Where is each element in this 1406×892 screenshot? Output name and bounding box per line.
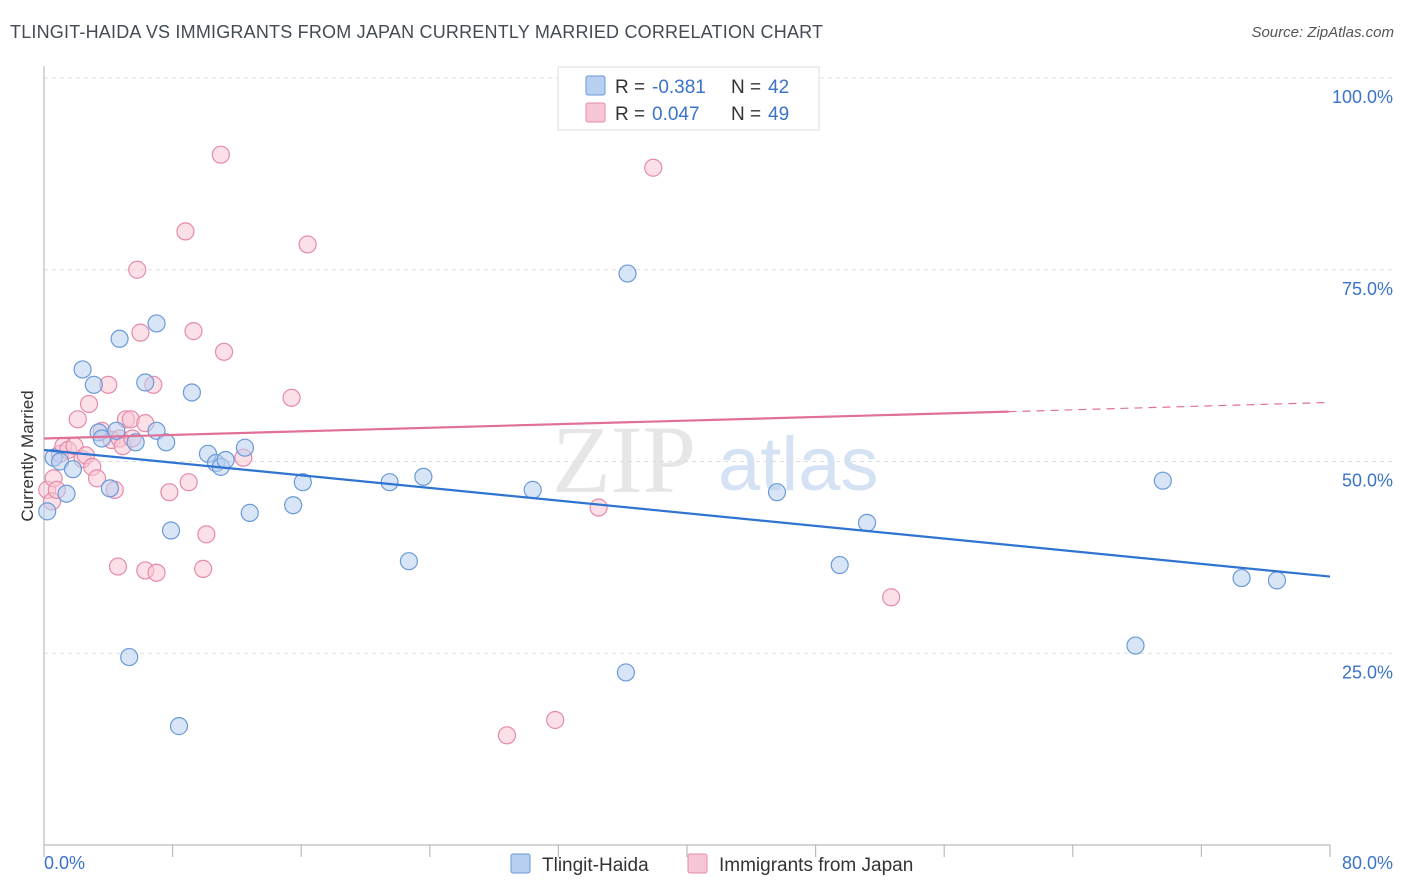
y-tick-label-50: 50.0% — [1342, 471, 1393, 491]
legend-r-label-1: R = — [615, 77, 645, 98]
tlingit-haida-point-4 — [63, 460, 83, 479]
japan-point-25 — [131, 323, 150, 342]
japan-point-40 — [298, 235, 317, 254]
tlingit-haida-point-13 — [126, 433, 145, 452]
tlingit-haida-point-12 — [120, 647, 139, 667]
tlingit-haida-point-10 — [107, 421, 126, 440]
tlingit-haida-point-29 — [380, 473, 399, 492]
tlingit-haida-point-38 — [1126, 636, 1145, 655]
x-ticks — [43, 845, 1331, 857]
tlingit-haida-point-5 — [73, 360, 92, 379]
y-tick-label-100: 100.0% — [1332, 87, 1393, 107]
legend-n-label-1: N = — [731, 77, 761, 98]
japan-point-24 — [128, 260, 147, 279]
japan-point-8 — [68, 410, 87, 429]
watermark-atlas: atlas — [718, 422, 879, 507]
japan-point-11 — [79, 394, 99, 414]
japan-point-42 — [546, 710, 565, 730]
legend-r-value-1: -0.381 — [652, 77, 706, 98]
tlingit-haida-point-39 — [1153, 471, 1172, 490]
bottom-legend-label-1: Tlingit-Haida — [542, 855, 649, 876]
japan-point-36 — [211, 145, 230, 164]
series-immigrants-from-japan — [38, 68, 901, 745]
legend-swatch-pink — [585, 102, 606, 123]
japan-point-18 — [108, 557, 128, 576]
legend-r-label-2: R = — [615, 104, 645, 125]
bottom-legend-swatch-pink — [687, 853, 708, 874]
legend-swatch-blue — [585, 75, 606, 96]
bottom-legend-swatch-blue — [510, 853, 531, 874]
tlingit-haida-point-34 — [618, 264, 637, 283]
tlingit-haida-point-35 — [767, 483, 787, 502]
x-tick-label-max: 80.0% — [1342, 853, 1393, 873]
japan-point-44 — [644, 158, 663, 177]
japan-point-37 — [214, 342, 234, 361]
tlingit-haida-point-14 — [136, 373, 155, 392]
tlingit-haida-point-17 — [157, 433, 176, 452]
tlingit-haida-point-25 — [235, 438, 255, 457]
tlingit-haida-point-16 — [147, 314, 166, 333]
tlingit-haida-point-36 — [830, 555, 849, 575]
tlingit-haida-point-3 — [57, 484, 76, 503]
legend-n-label-2: N = — [731, 104, 761, 125]
trend-line-pink — [43, 410, 1009, 440]
tlingit-haida-point-40 — [1232, 568, 1251, 588]
tlingit-haida-point-11 — [110, 329, 129, 348]
japan-point-41 — [497, 726, 517, 745]
tlingit-haida-point-27 — [284, 496, 303, 515]
y-axis-title: Currently Married — [18, 390, 37, 521]
source-label: Source: ZipAtlas.com — [1251, 24, 1394, 41]
japan-point-31 — [176, 222, 195, 241]
japan-point-39 — [282, 388, 301, 407]
tlingit-haida-point-32 — [523, 480, 542, 499]
tlingit-haida-point-19 — [169, 717, 189, 736]
y-tick-label-25: 25.0% — [1342, 662, 1393, 682]
gridlines — [44, 77, 1393, 654]
japan-point-34 — [194, 559, 213, 578]
tlingit-haida-point-30 — [399, 552, 419, 571]
legend-r-value-2: 0.047 — [652, 104, 700, 125]
bottom-legend-label-2: Immigrants from Japan — [719, 855, 913, 876]
correlation-legend: R = -0.381 N = 42 R = 0.047 N = 49 — [557, 66, 820, 131]
watermark: ZIP atlas — [552, 406, 879, 513]
japan-point-29 — [147, 563, 166, 582]
series-legend: Tlingit-Haida Immigrants from Japan — [510, 853, 913, 876]
tlingit-haida-point-37 — [857, 513, 877, 532]
y-tick-labels: 25.0% 50.0% 75.0% 100.0% — [1332, 87, 1393, 682]
tlingit-haida-point-28 — [293, 473, 312, 492]
tlingit-haida-point-8 — [92, 429, 111, 448]
trend-lines — [43, 401, 1331, 578]
tlingit-haida-point-20 — [182, 383, 201, 402]
tlingit-haida-point-18 — [161, 521, 181, 540]
japan-point-32 — [179, 473, 198, 492]
tlingit-haida-point-33 — [616, 663, 636, 682]
y-tick-label-75: 75.0% — [1342, 279, 1393, 299]
tlingit-haida-point-9 — [100, 479, 120, 498]
japan-point-30 — [160, 483, 179, 502]
legend-n-value-1: 42 — [768, 77, 789, 98]
x-tick-label-min: 0.0% — [44, 853, 85, 873]
tlingit-haida-point-26 — [240, 503, 259, 522]
trend-line-blue — [43, 448, 1331, 578]
japan-point-43 — [589, 498, 608, 517]
tlingit-haida-point-24 — [216, 450, 235, 470]
chart-title: TLINGIT-HAIDA VS IMMIGRANTS FROM JAPAN C… — [10, 22, 824, 42]
japan-point-13 — [87, 469, 107, 488]
tlingit-haida-point-41 — [1267, 571, 1287, 590]
tlingit-haida-point-31 — [414, 467, 433, 486]
trend-line-pink-extension — [1008, 401, 1331, 413]
tlingit-haida-point-0 — [38, 502, 57, 521]
japan-point-33 — [184, 322, 203, 341]
tlingit-haida-point-6 — [84, 375, 103, 394]
legend-n-value-2: 49 — [768, 104, 789, 125]
japan-point-46 — [882, 588, 901, 607]
japan-point-35 — [197, 525, 216, 544]
